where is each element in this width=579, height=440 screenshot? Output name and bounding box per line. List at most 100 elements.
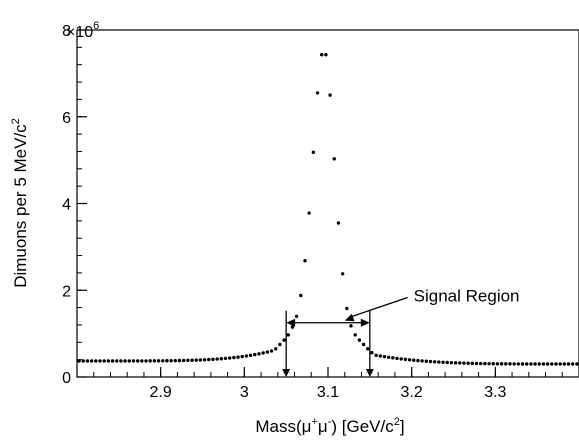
y-multiplier: ×106 [66,20,99,41]
data-point [458,361,462,365]
data-point [491,362,495,366]
data-point [462,361,466,365]
data-point [495,362,500,366]
data-point [353,333,357,337]
data-point [240,354,244,359]
data-point [324,53,328,57]
data-point [307,211,311,215]
data-point [391,356,395,360]
data-point [202,358,207,362]
data-point [274,347,278,351]
signal-width-left-arrowhead [286,318,296,327]
axes: 0 2 4 6 8 2.9 3 3.1 3.2 3.3 [62,23,563,401]
data-point [89,359,94,363]
data-point [261,351,265,355]
data-point [340,272,345,276]
data-point [98,359,102,363]
data-point [370,351,374,355]
y-tick-label: 6 [62,110,71,127]
x-tick-label: 3.1 [317,384,339,401]
data-point [382,354,387,359]
data-point [386,355,391,359]
data-point [508,362,512,366]
y-tick-label: 2 [62,283,71,300]
data-point [135,359,140,363]
data-point [474,361,479,366]
data-point [399,357,403,361]
data-point [441,360,445,364]
data-point [437,360,441,364]
data-point [173,358,178,363]
data-point [558,362,562,366]
x-tick-label: 3.2 [401,384,423,401]
data-point [123,359,127,363]
x-tick-label: 3.3 [484,384,506,401]
data-point [520,362,525,366]
data-point [186,358,190,363]
data-point [571,362,575,366]
data-point [303,259,307,263]
data-point [236,355,240,359]
data-point [349,324,353,328]
data-point [424,359,429,363]
data-point [416,358,420,363]
data-point [395,356,399,361]
x-tick-label: 2.9 [150,384,172,401]
y-axis-title: Dimuons per 5 MeV/c2 [10,118,30,288]
data-point [161,359,165,363]
data-point [432,360,437,364]
y-tick-label: 8 [62,23,71,40]
data-point [181,358,186,363]
data-point [248,353,253,358]
data-point [299,293,303,298]
data-point [499,362,504,366]
data-point [332,157,336,161]
signal-right-down-arrowhead [365,369,374,377]
data-point [294,314,299,318]
data-point [533,362,537,366]
data-point [265,350,270,354]
data-point [119,359,123,363]
data-point [131,359,136,363]
data-point [165,359,169,363]
annotation-arrowhead [344,313,355,322]
signal-width-right-arrowhead [360,318,370,327]
data-point [554,362,558,366]
data-point [345,306,349,311]
data-point [290,325,295,329]
data-point [282,338,286,342]
data-point [445,360,449,365]
data-point [541,362,546,366]
data-point [412,358,416,362]
data-point [219,357,224,361]
data-point [223,356,228,361]
data-point [487,361,491,366]
data-point [311,150,316,155]
data-point [483,361,487,366]
data-point [127,359,131,363]
data-point [110,359,115,363]
data-point [545,362,550,366]
data-point [366,347,370,351]
data-point [562,362,567,366]
data-point [453,361,458,365]
data-point [320,53,324,57]
signal-left-down-arrowhead [282,369,291,377]
data-point [156,359,161,363]
y-tick-label: 4 [62,197,71,214]
data-point [144,359,148,363]
x-tick-label: 3 [240,384,249,401]
data-point [315,91,320,95]
data-point [253,352,257,357]
annotation-arrow-line [348,296,408,319]
data-point [286,333,290,337]
data-point [537,362,541,366]
data-point [378,354,382,358]
plot-border [76,29,579,378]
data-point [215,357,219,361]
data-point [152,359,157,363]
data-point [278,342,282,347]
annotation-label: Signal Region [414,286,520,305]
data-point [512,362,516,366]
